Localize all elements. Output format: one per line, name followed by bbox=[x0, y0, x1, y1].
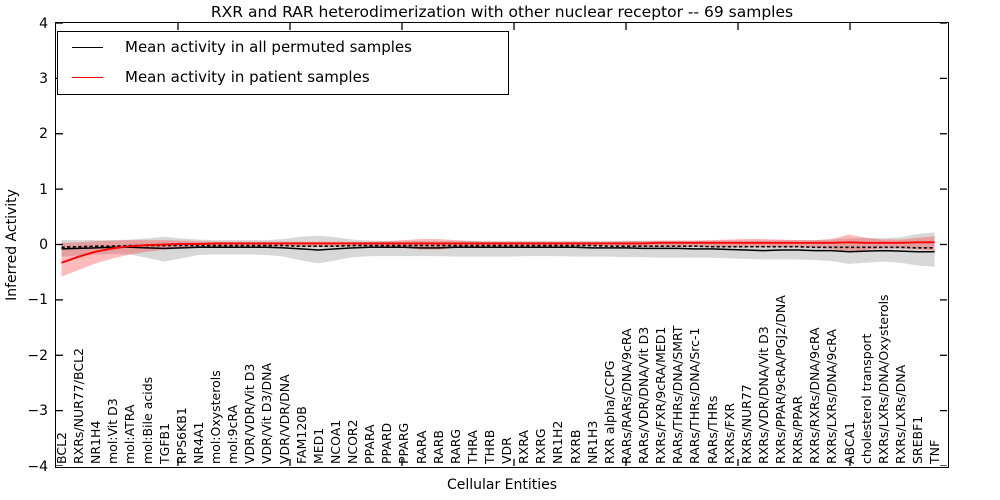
x-tick-label: mol:Oxysterols bbox=[208, 370, 224, 464]
x-tick-label: RARs/THRs/DNA/Src-1 bbox=[687, 327, 703, 464]
x-tick-label: RARA bbox=[413, 430, 429, 464]
x-tick-label: RPS6KB1 bbox=[173, 407, 189, 464]
band-permuted bbox=[61, 232, 935, 267]
x-tick-label: VDR bbox=[499, 437, 515, 464]
x-tick-label: NR1H4 bbox=[88, 420, 104, 464]
x-tick-label: NCOA1 bbox=[327, 419, 343, 464]
y-tick-label: 1 bbox=[39, 181, 48, 198]
x-tick-label: RXR alpha/CCPG bbox=[601, 360, 617, 464]
legend-label-permuted: Mean activity in all permuted samples bbox=[125, 38, 412, 56]
x-tick-label: PPARG bbox=[396, 422, 412, 464]
line-patient-mean bbox=[61, 241, 935, 264]
line-permuted-mean bbox=[61, 246, 935, 253]
legend-item-permuted: Mean activity in all permuted samples bbox=[58, 32, 508, 62]
x-tick-label: TGFB1 bbox=[156, 422, 172, 464]
legend-item-patient: Mean activity in patient samples bbox=[58, 62, 508, 92]
y-tick-label: 0 bbox=[39, 237, 48, 253]
x-tick-label: THRB bbox=[482, 429, 497, 464]
y-tick-label: −2 bbox=[27, 347, 48, 364]
x-tick-label: BCL2 bbox=[54, 431, 69, 464]
x-tick-label: RXRs/RXRs/DNA/9cRA bbox=[807, 327, 823, 464]
y-tick-label: 2 bbox=[39, 126, 48, 143]
x-tick-label: RXRs/NUR77/BCL2 bbox=[71, 348, 87, 464]
x-tick-label: VDR/VDR/Vit D3 bbox=[242, 363, 258, 464]
x-tick-label: FAM120B bbox=[293, 406, 309, 464]
plot-canvas bbox=[56, 23, 947, 466]
band-patient bbox=[61, 234, 935, 277]
x-tick-label: RXRA bbox=[516, 430, 532, 464]
x-tick-label: RXRs/FXR bbox=[721, 402, 737, 464]
x-tick-label: NR1H2 bbox=[550, 420, 566, 464]
y-tick-label: 3 bbox=[39, 70, 48, 87]
x-tick-label: THRA bbox=[464, 430, 480, 464]
x-tick-label: RARs/THRs bbox=[704, 395, 720, 464]
x-tick-label: TNF bbox=[927, 439, 943, 464]
x-tick-label: RXRs/PPAR/9cRA/PGJ2/DNA bbox=[773, 295, 789, 464]
x-tick-label: RARs/THRs/DNA/SMRT bbox=[670, 325, 686, 464]
x-tick-label: RXRs/VDR/DNA/Vit D3 bbox=[755, 326, 771, 464]
x-tick-label: cholesterol transport bbox=[858, 333, 874, 464]
x-tick-label: RXRs/PPAR bbox=[790, 395, 806, 464]
x-tick-label: RARs/VDR/DNA/Vit D3 bbox=[636, 326, 652, 464]
x-tick-label: RXRs/NUR77 bbox=[738, 384, 754, 464]
x-tick-label: NCOR2 bbox=[345, 419, 361, 464]
x-tick-label: mol:Vit D3 bbox=[105, 398, 121, 464]
legend-line-black-icon bbox=[72, 46, 103, 48]
legend-line-red-icon bbox=[72, 76, 103, 78]
x-tick-label: RARB bbox=[430, 430, 446, 464]
x-tick-label: RXRs/LXRs/DNA bbox=[892, 364, 908, 464]
x-tick-label: VDR/VDR/DNA bbox=[276, 374, 292, 464]
plot-area: BCL2 RXRs/NUR77/BCL2 NR1H4 mol:Vit D3 mol:AT… bbox=[54, 22, 949, 468]
x-tick-label: mol:ATRA bbox=[122, 404, 138, 464]
chart-title: RXR and RAR heterodimerization with othe… bbox=[210, 3, 794, 21]
x-tick-label: PPARA bbox=[362, 424, 378, 464]
x-tick-label: mol:9cRA bbox=[225, 404, 241, 464]
y-tick-label: −4 bbox=[27, 458, 48, 475]
x-tick-label: RARG bbox=[447, 428, 463, 464]
y-tick-label: −3 bbox=[27, 403, 48, 420]
x-tick-label: RARs/RARs/DNA/9cRA bbox=[618, 328, 634, 464]
x-axis-label: Cellular Entities bbox=[446, 477, 558, 493]
x-tick-label: NR1H3 bbox=[584, 420, 600, 464]
x-tick-label: RXRG bbox=[533, 428, 549, 464]
x-tick-label: PPARD bbox=[379, 422, 395, 464]
x-tick-label: mol:Bile acids bbox=[139, 376, 155, 464]
x-tick-label: ABCA1 bbox=[841, 421, 857, 464]
x-tick-label: SREBF1 bbox=[910, 415, 925, 464]
x-tick-label: RXRs/LXRs/DNA/9cRA bbox=[824, 329, 840, 464]
y-tick-label: 4 bbox=[39, 15, 48, 32]
x-tick-label: RXRB bbox=[567, 429, 583, 464]
x-tick-label: MED1 bbox=[310, 427, 326, 464]
x-tick-label: RXRs/LXRs/DNA/Oxysterols bbox=[875, 294, 891, 464]
y-tick-label: −1 bbox=[27, 292, 48, 309]
x-tick-label: NR4A1 bbox=[190, 421, 206, 465]
x-tick-label: RXRs/FXR/9cRA/MED1 bbox=[653, 326, 669, 464]
legend: Mean activity in all permuted samples Me… bbox=[57, 31, 509, 95]
legend-label-patient: Mean activity in patient samples bbox=[125, 68, 370, 86]
x-tick-label: VDR/Vit D3/DNA bbox=[259, 362, 275, 464]
